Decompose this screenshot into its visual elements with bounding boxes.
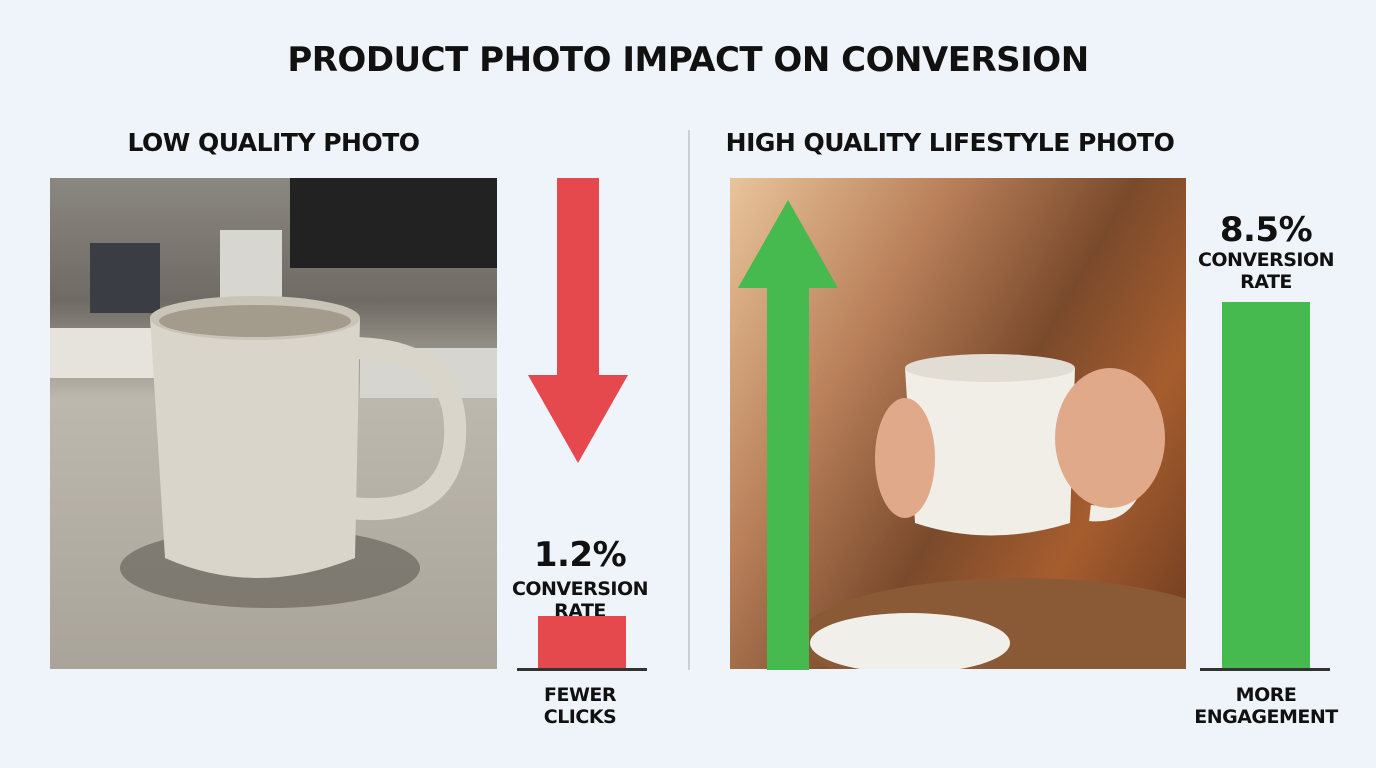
high-footer-1: MORE [1235,684,1297,706]
right-heading: HIGH QUALITY LIFESTYLE PHOTO [725,128,1175,157]
divider [688,130,690,670]
low-label-1: CONVERSION [511,578,649,600]
high-label-2: RATE [1240,271,1292,293]
high-value: 8.5% [1219,210,1313,250]
arrow-up-icon [738,200,838,670]
baseline-high [1200,668,1330,671]
page-title: PRODUCT PHOTO IMPACT ON CONVERSION [287,40,1089,80]
bar-low [538,616,626,668]
arrow-down-icon [528,178,628,463]
left-heading: LOW QUALITY PHOTO [127,128,420,157]
low-footer-1: FEWER [543,684,617,706]
low-quality-mug-photo [50,178,497,669]
baseline-low [517,668,647,671]
high-footer-2: ENGAGEMENT [1194,706,1338,728]
high-label-1: CONVERSION [1197,249,1335,271]
low-value: 1.2% [533,535,627,575]
bar-high [1222,302,1310,668]
low-footer-2: CLICKS [543,706,617,728]
